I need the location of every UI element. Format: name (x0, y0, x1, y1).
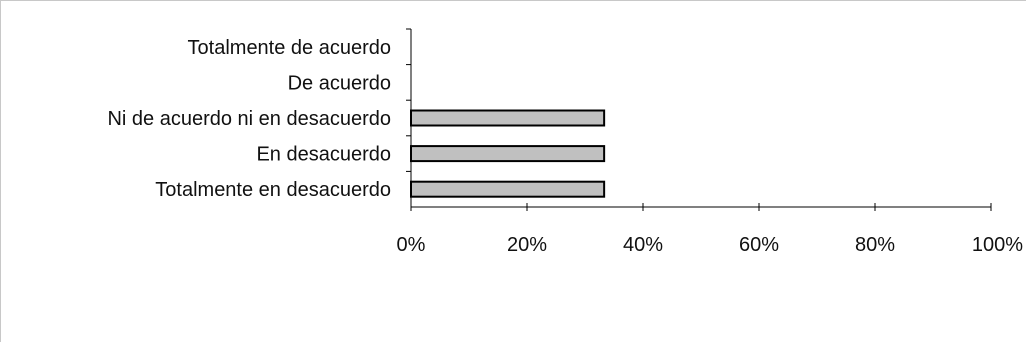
x-tick-label: 80% (855, 234, 895, 256)
category-label: De acuerdo (288, 72, 391, 94)
x-tick-label: 100% (972, 234, 1023, 256)
x-tick-label: 20% (507, 234, 547, 256)
category-label: Totalmente de acuerdo (188, 37, 391, 59)
category-label: Totalmente en desacuerdo (155, 179, 391, 201)
category-label: Ni de acuerdo ni en desacuerdo (107, 108, 391, 130)
bar (410, 180, 606, 198)
bar (410, 145, 606, 163)
x-tick-label: 40% (623, 234, 663, 256)
bar (410, 109, 606, 127)
x-tick-label: 60% (739, 234, 779, 256)
x-tick-label: 0% (397, 234, 426, 256)
category-label: En desacuerdo (256, 144, 391, 166)
